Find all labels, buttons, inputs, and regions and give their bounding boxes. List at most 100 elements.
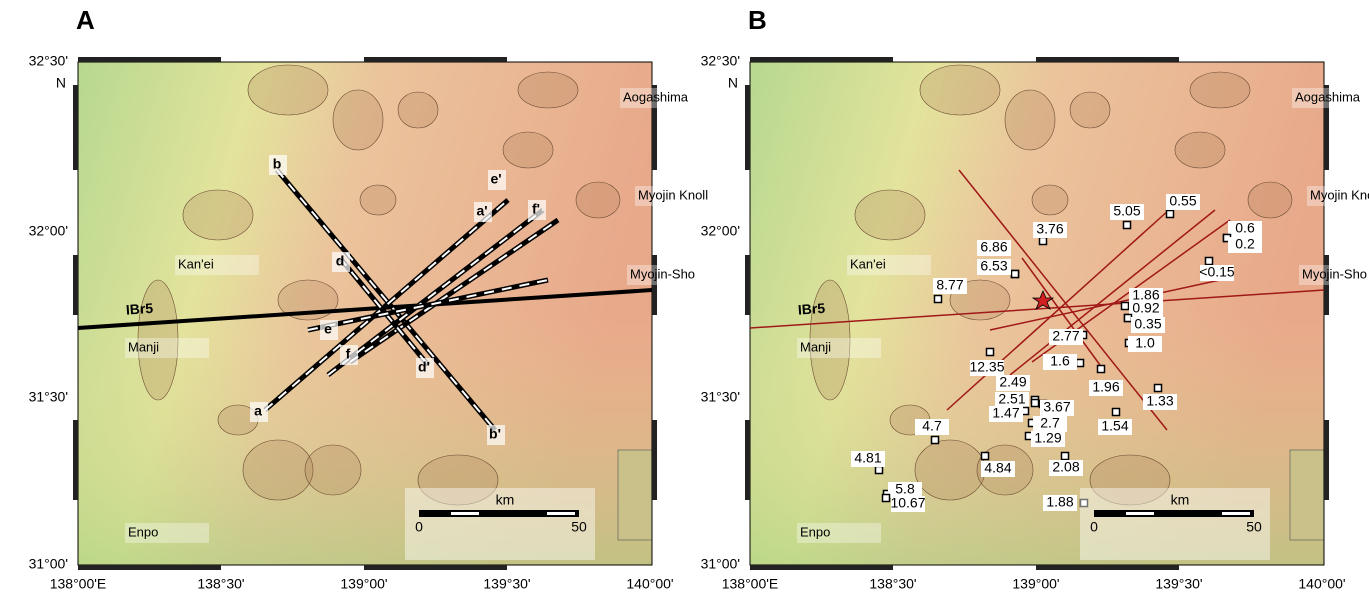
station-label-box	[977, 240, 1011, 256]
station-label: 12.35	[969, 359, 1004, 375]
seamount	[332, 89, 384, 151]
lat-unit: N	[728, 75, 738, 91]
station-marker	[1038, 236, 1048, 246]
place-name: Manji	[128, 339, 159, 354]
seamount	[1247, 181, 1293, 219]
station-marker	[1010, 269, 1020, 279]
place-box	[175, 255, 259, 275]
station-label: 1.6	[1050, 353, 1070, 369]
frame-bar	[652, 255, 657, 315]
station-label-box	[1043, 495, 1077, 511]
profile-label-box	[332, 252, 350, 272]
scale-bar-white	[1126, 512, 1154, 515]
station-marker	[1153, 383, 1163, 393]
epicenter-star	[1031, 289, 1055, 310]
profile-label: d'	[418, 359, 430, 375]
lat-tick-label: 31°00'	[701, 556, 740, 572]
station-label: 0.6	[1235, 220, 1255, 236]
profile-label: e'	[490, 171, 501, 187]
station-label: 5.05	[1113, 203, 1140, 219]
frame-bar	[1324, 85, 1329, 170]
frame-bar	[1324, 255, 1329, 315]
station-label: 0.35	[1134, 316, 1161, 332]
profile-label: b	[273, 156, 282, 172]
line-label: IBr5	[125, 300, 153, 318]
seamount	[182, 189, 254, 241]
station-marker	[930, 435, 940, 445]
station-marker	[1030, 398, 1040, 408]
seamount	[304, 444, 362, 496]
lon-tick-label: 140°00'	[626, 576, 673, 592]
place-name: Myojin Knoll	[638, 187, 708, 202]
station-label-box	[989, 406, 1023, 422]
profile-label-box	[528, 200, 546, 220]
station-marker	[1060, 451, 1070, 461]
frame-bar	[750, 565, 893, 570]
seamount	[1189, 71, 1251, 109]
station-label: 2.51	[998, 391, 1025, 407]
seamount	[1069, 91, 1111, 129]
place-name: Enpo	[800, 524, 830, 539]
station-label: 0.92	[1132, 300, 1159, 316]
scale-end: 50	[571, 519, 587, 535]
station-marker	[881, 493, 891, 503]
station-label: 1.86	[1132, 287, 1159, 303]
frame-bar	[73, 255, 78, 315]
seamount	[397, 91, 439, 129]
lat-tick-label: 31°30'	[701, 389, 740, 405]
station-marker	[985, 347, 995, 357]
profile-label-box	[416, 358, 434, 378]
scale-bar-white	[451, 512, 479, 515]
station-label: 0.55	[1169, 193, 1196, 209]
profile-line	[1021, 257, 1101, 366]
scale-bar	[1094, 510, 1254, 517]
lat-tick-label: 32°30'	[701, 53, 740, 69]
lon-tick-label: 138°30'	[869, 576, 916, 592]
station-marker	[1111, 407, 1121, 417]
station-label: <0.15	[1199, 264, 1235, 280]
scale-start: 0	[415, 519, 423, 535]
map-panel: A 32°30' N 32°00' 31°30' 31°00' 138°00'E 138°30…	[29, 5, 719, 592]
station-label-box	[1040, 400, 1074, 416]
station-label: 3.76	[1036, 221, 1063, 237]
seamount	[914, 439, 986, 501]
profile-label-box	[320, 320, 338, 340]
profile-label: f'	[532, 201, 540, 217]
frame-bar	[745, 255, 750, 315]
station-label: 3.67	[1043, 399, 1070, 415]
station-label-box	[970, 360, 1004, 376]
frame-bar	[652, 85, 657, 170]
station-label: 1.33	[1146, 393, 1173, 409]
place-name: Aogashima	[623, 89, 689, 104]
station-marker	[933, 294, 943, 304]
place-box	[797, 523, 881, 543]
place-name: Aogashima	[1295, 89, 1361, 104]
profile-line-dash	[339, 257, 429, 366]
profile-label: d	[336, 253, 345, 269]
profile-label-box	[250, 402, 268, 422]
frame-bar	[745, 420, 750, 500]
seamount	[1031, 184, 1069, 216]
scale-start: 0	[1090, 519, 1098, 535]
station-label-box	[1033, 222, 1067, 238]
frame-bar	[745, 85, 750, 170]
station-label: 2.49	[999, 374, 1026, 390]
station-label-box	[977, 259, 1011, 275]
station-label: 10.67	[890, 495, 925, 511]
lon-tick-label: 138°00'E	[722, 576, 779, 592]
place-box	[627, 265, 711, 285]
station-marker	[1120, 301, 1130, 311]
station-marker	[1204, 256, 1214, 266]
station-label-box	[981, 461, 1015, 477]
frame-bar	[73, 85, 78, 170]
station-label-box	[1200, 265, 1234, 281]
frame-bar	[1036, 565, 1179, 570]
place-box	[1307, 186, 1369, 206]
seamount	[1174, 131, 1226, 169]
station-label-box	[1043, 354, 1077, 370]
station-marker	[1123, 313, 1133, 323]
place-name: Kan'ei	[178, 256, 214, 271]
place-box	[797, 338, 881, 358]
island	[617, 449, 653, 541]
place-name: Kan'ei	[850, 256, 886, 271]
